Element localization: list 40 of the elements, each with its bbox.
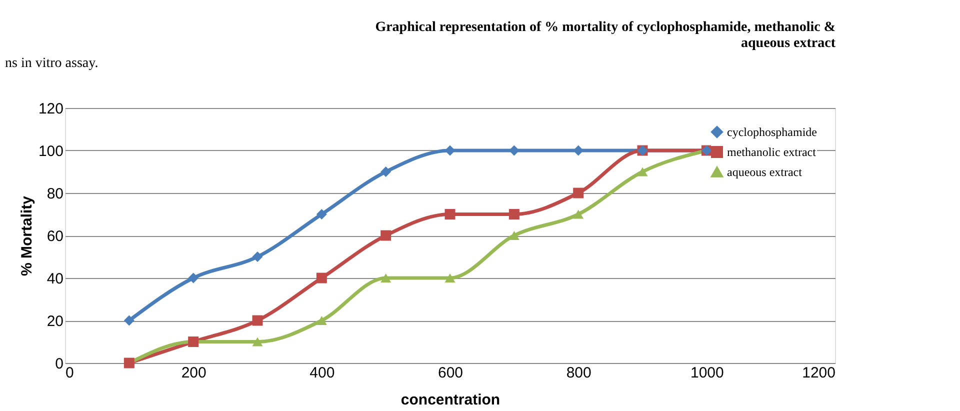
x-tick-label: 200 [181,364,206,382]
y-tick-label: 100 [38,143,64,160]
x-tick-label: 1200 [802,364,836,382]
y-tick-label: 80 [46,186,64,202]
y-tick-label: 40 [46,270,64,288]
y-tick-label: 120 [38,100,64,118]
point [444,209,456,220]
x-tick-label: 0 [66,364,74,382]
point [316,209,327,220]
point [316,272,327,284]
point [316,316,327,326]
x-tick-label: 400 [310,364,335,382]
point [380,230,392,241]
legend-label: methanolic extract [727,145,817,159]
legend-label: aqueous extract [727,165,803,179]
y-tick-label: 20 [46,313,64,330]
point [380,166,392,177]
y-axis-title: % Mortality [18,195,36,276]
point [124,315,134,326]
point [252,337,263,346]
text: ns in vitro assay. [5,56,98,71]
point [444,145,456,156]
point [573,188,584,198]
point [508,209,520,220]
x-tick-label: 800 [566,364,592,382]
point [444,273,456,283]
legend-label: cyclophosphamide [727,125,817,139]
point [252,315,263,326]
y-tick-label: 60 [46,228,64,245]
x-tick-label: 600 [438,364,464,382]
x-tick-label: 1000 [690,364,724,382]
point [508,230,520,240]
point [252,252,263,262]
text: Graphical representation of % mortality of cyclophosphamide, methanolic & [375,20,836,35]
point [188,272,199,284]
x-axis-title: concentration [400,392,500,408]
text: aqueous extract [741,36,836,51]
point [380,273,392,283]
point [573,210,584,219]
point [637,167,648,176]
